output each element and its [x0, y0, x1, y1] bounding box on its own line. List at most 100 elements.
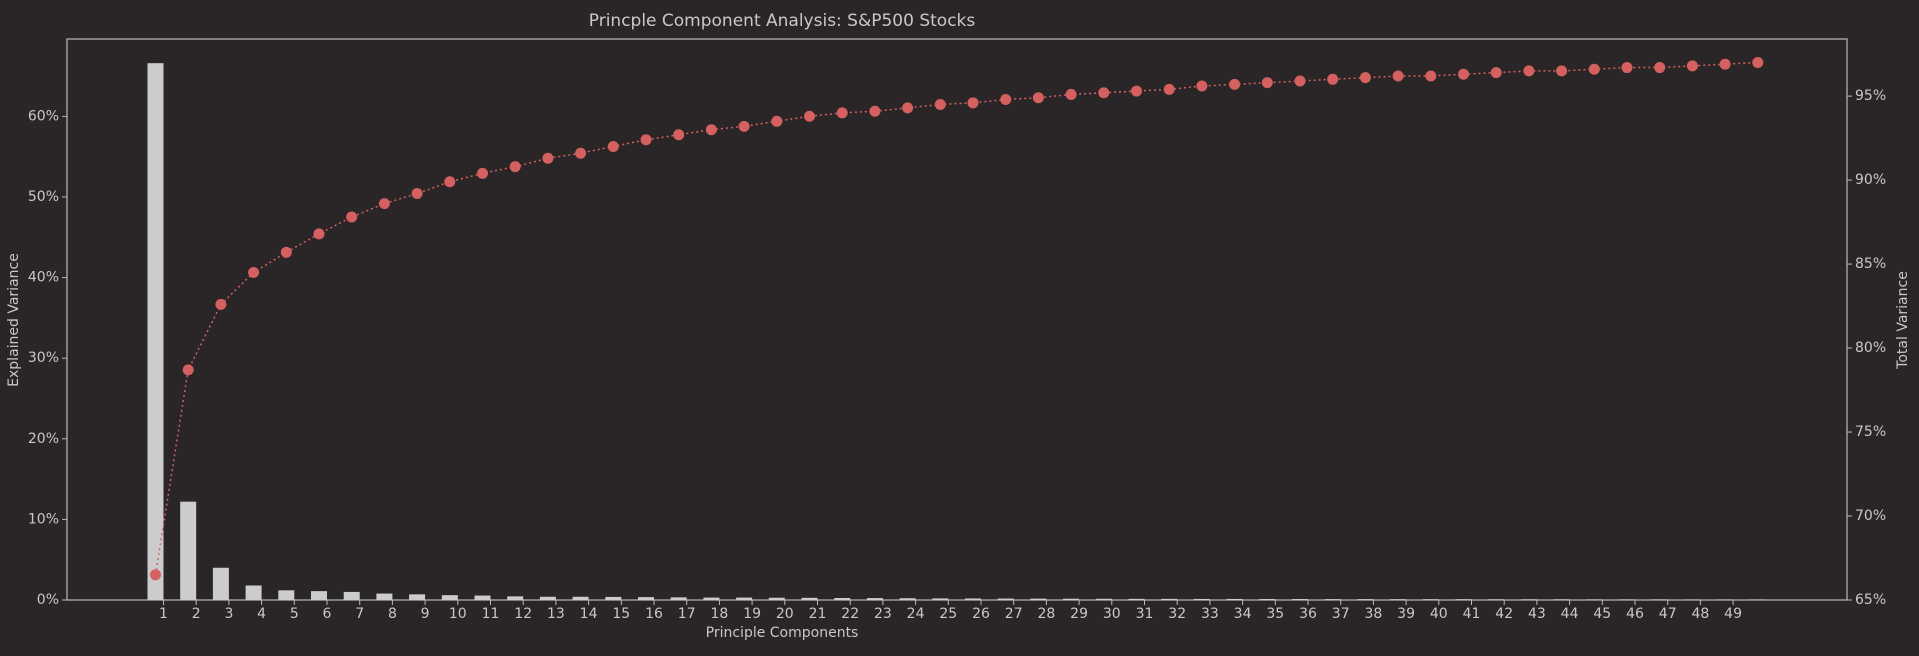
line-point [771, 115, 783, 127]
bar [1292, 599, 1308, 600]
x-tick-label: 45 [1593, 606, 1611, 622]
x-tick-label: 47 [1659, 606, 1677, 622]
bar [1651, 599, 1668, 600]
line-point [1131, 85, 1142, 97]
line-point [1588, 63, 1600, 75]
line-point [411, 188, 423, 200]
y-axis-label: Explained Variance [6, 253, 22, 387]
line-point [378, 198, 390, 210]
y2-tick-label: 75% [1855, 424, 1886, 440]
line-point [1229, 78, 1241, 90]
y-tick-label: 60% [28, 108, 59, 124]
bar [245, 585, 262, 600]
line-point [1654, 62, 1666, 74]
line-point [1000, 93, 1012, 105]
line-point [607, 140, 619, 152]
x-tick-label: 26 [972, 606, 990, 622]
x-tick-label: 3 [224, 606, 233, 622]
bar [932, 598, 949, 600]
line-point [182, 364, 194, 376]
bar [1586, 599, 1603, 600]
bar [1684, 599, 1701, 600]
x-tick-label: 7 [355, 606, 364, 622]
x-tick-label: 11 [482, 606, 500, 622]
line-point [1458, 68, 1469, 80]
x-tick-label: 12 [514, 606, 532, 622]
x-tick-label: 6 [323, 606, 332, 622]
x-tick-label: 20 [776, 606, 794, 622]
line-point [1392, 70, 1404, 82]
bar [212, 567, 229, 600]
line-point [313, 228, 325, 240]
line-point [1032, 92, 1044, 104]
line-point [1556, 65, 1568, 77]
line-point [542, 152, 554, 164]
line-point [1752, 57, 1764, 69]
bar [866, 598, 883, 600]
line-point [1098, 87, 1110, 99]
bar [638, 597, 654, 600]
x-axis-label: Principle Components [706, 625, 859, 641]
line-point [1294, 75, 1306, 87]
y-tick-label: 50% [28, 189, 59, 205]
y-tick-label: 10% [28, 511, 59, 527]
bar [1193, 598, 1210, 600]
line-point [1065, 88, 1077, 100]
bar [768, 597, 785, 600]
line-point [1523, 65, 1535, 77]
bar [834, 597, 851, 600]
line-point [804, 110, 815, 122]
bar [1717, 599, 1734, 600]
y-tick-label: 0% [37, 592, 59, 608]
x-tick-label: 21 [809, 606, 827, 622]
line-point [1719, 58, 1731, 70]
line-point [444, 176, 456, 188]
bar [1488, 599, 1505, 600]
bar [1128, 598, 1145, 600]
x-tick-label: 28 [1037, 606, 1055, 622]
line-point [248, 266, 260, 278]
bar [1030, 598, 1047, 600]
y2-tick-label: 65% [1855, 592, 1886, 608]
bar [278, 590, 295, 600]
bar [180, 501, 197, 600]
bar [343, 591, 360, 600]
y2-tick-label: 80% [1855, 340, 1886, 356]
y2-tick-label: 85% [1855, 256, 1886, 272]
line-point [1196, 80, 1208, 92]
x-tick-label: 18 [710, 606, 728, 622]
bar [965, 598, 981, 600]
x-tick-label: 35 [1266, 606, 1284, 622]
y-tick-label: 30% [28, 350, 59, 366]
line-point [150, 569, 161, 581]
x-tick-label: 43 [1528, 606, 1546, 622]
x-tick-label: 13 [547, 606, 565, 622]
line-point [738, 120, 750, 132]
line-point [1686, 60, 1698, 72]
bar [1455, 599, 1472, 600]
line-point [1163, 83, 1175, 95]
bar [703, 597, 720, 600]
x-tick-label: 48 [1691, 606, 1709, 622]
line-point [575, 147, 587, 159]
line-point [1621, 62, 1633, 74]
x-tick-label: 31 [1136, 606, 1154, 622]
x-tick-label: 44 [1561, 606, 1579, 622]
x-tick-label: 33 [1201, 606, 1219, 622]
x-tick-label: 17 [678, 606, 696, 622]
bar [1520, 599, 1537, 600]
x-tick-label: 32 [1168, 606, 1186, 622]
x-tick-label: 24 [907, 606, 925, 622]
bar [605, 596, 622, 600]
x-tick-label: 39 [1397, 606, 1415, 622]
bar [1749, 599, 1766, 600]
x-tick-label: 34 [1234, 606, 1252, 622]
x-tick-label: 14 [580, 606, 598, 622]
x-tick-label: 15 [612, 606, 630, 622]
bar [539, 596, 556, 600]
bar [801, 597, 818, 600]
line-point [836, 107, 848, 119]
bar [1063, 598, 1080, 600]
